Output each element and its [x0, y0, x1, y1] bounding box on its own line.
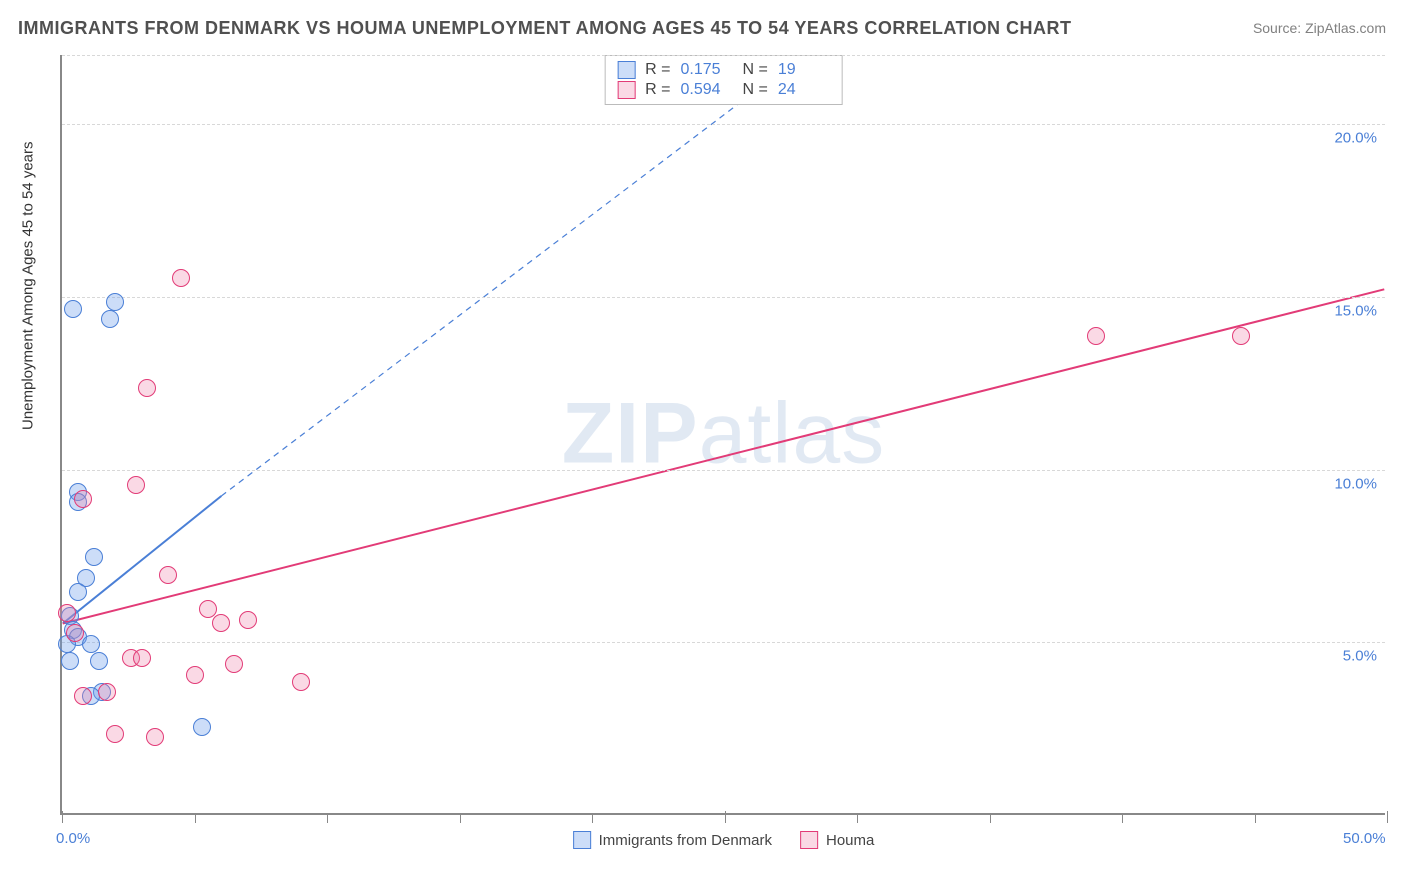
x-tick [725, 811, 726, 823]
x-tick [592, 813, 593, 823]
x-tick [1122, 813, 1123, 823]
legend-swatch [617, 61, 635, 79]
source-credit: Source: ZipAtlas.com [1253, 20, 1386, 36]
legend-swatch [800, 831, 818, 849]
stat-r-value: 0.594 [681, 81, 733, 99]
legend-item: Immigrants from Denmark [573, 831, 772, 849]
data-point [146, 728, 164, 746]
stats-row: R = 0.175 N = 19 [617, 60, 830, 80]
x-tick-label: 50.0% [1343, 830, 1386, 847]
data-point [90, 652, 108, 670]
gridline-h [62, 297, 1385, 298]
gridline-h [62, 124, 1385, 125]
stat-n-label: N = [743, 61, 768, 79]
data-point [74, 490, 92, 508]
gridline-h [62, 642, 1385, 643]
chart-container: IMMIGRANTS FROM DENMARK VS HOUMA UNEMPLO… [0, 0, 1406, 892]
x-tick [857, 813, 858, 823]
data-point [133, 649, 151, 667]
data-point [64, 300, 82, 318]
data-point [212, 614, 230, 632]
data-point [159, 566, 177, 584]
y-tick-label: 10.0% [1334, 475, 1377, 492]
stat-r-label: R = [645, 61, 670, 79]
legend-label: Immigrants from Denmark [599, 832, 772, 849]
stats-box: R = 0.175 N = 19 R = 0.594 N = 24 [604, 55, 843, 105]
stat-r-label: R = [645, 81, 670, 99]
data-point [98, 683, 116, 701]
data-point [1087, 327, 1105, 345]
gridline-h [62, 470, 1385, 471]
y-tick-label: 20.0% [1334, 130, 1377, 147]
watermark-thin: atlas [699, 386, 886, 482]
y-tick-label: 15.0% [1334, 302, 1377, 319]
stat-n-label: N = [743, 81, 768, 99]
data-point [138, 379, 156, 397]
x-tick [62, 811, 63, 823]
stat-n-value: 24 [778, 81, 830, 99]
x-tick [460, 813, 461, 823]
legend-item: Houma [800, 831, 874, 849]
data-point [193, 718, 211, 736]
watermark-bold: ZIP [562, 386, 699, 482]
y-tick-label: 5.0% [1343, 648, 1377, 665]
stat-r-value: 0.175 [681, 61, 733, 79]
data-point [127, 476, 145, 494]
legend-swatch [573, 831, 591, 849]
bottom-legend: Immigrants from Denmark Houma [573, 831, 875, 849]
x-tick [327, 813, 328, 823]
data-point [61, 652, 79, 670]
y-axis-label: Unemployment Among Ages 45 to 54 years [20, 141, 37, 430]
data-point [74, 687, 92, 705]
gridline-h [62, 55, 1385, 56]
plot-area: ZIPatlas R =0.175N =19R =0.594N =24 Immi… [60, 55, 1385, 815]
trend-lines [62, 55, 1385, 813]
data-point [225, 655, 243, 673]
x-tick [1255, 813, 1256, 823]
legend-swatch [617, 81, 635, 99]
data-point [106, 725, 124, 743]
data-point [239, 611, 257, 629]
chart-title: IMMIGRANTS FROM DENMARK VS HOUMA UNEMPLO… [18, 18, 1072, 39]
data-point [66, 624, 84, 642]
data-point [82, 635, 100, 653]
stats-row: R = 0.594 N = 24 [617, 80, 830, 100]
data-point [69, 583, 87, 601]
stat-n-value: 19 [778, 61, 830, 79]
data-point [172, 269, 190, 287]
data-point [106, 293, 124, 311]
data-point [292, 673, 310, 691]
data-point [186, 666, 204, 684]
trend-line [63, 289, 1385, 623]
x-tick [1387, 811, 1388, 823]
data-point [1232, 327, 1250, 345]
data-point [85, 548, 103, 566]
data-point [101, 310, 119, 328]
data-point [58, 604, 76, 622]
legend-label: Houma [826, 832, 874, 849]
x-tick [990, 813, 991, 823]
x-tick [195, 813, 196, 823]
trend-line-dashed [221, 55, 802, 496]
x-tick-label: 0.0% [56, 830, 90, 847]
